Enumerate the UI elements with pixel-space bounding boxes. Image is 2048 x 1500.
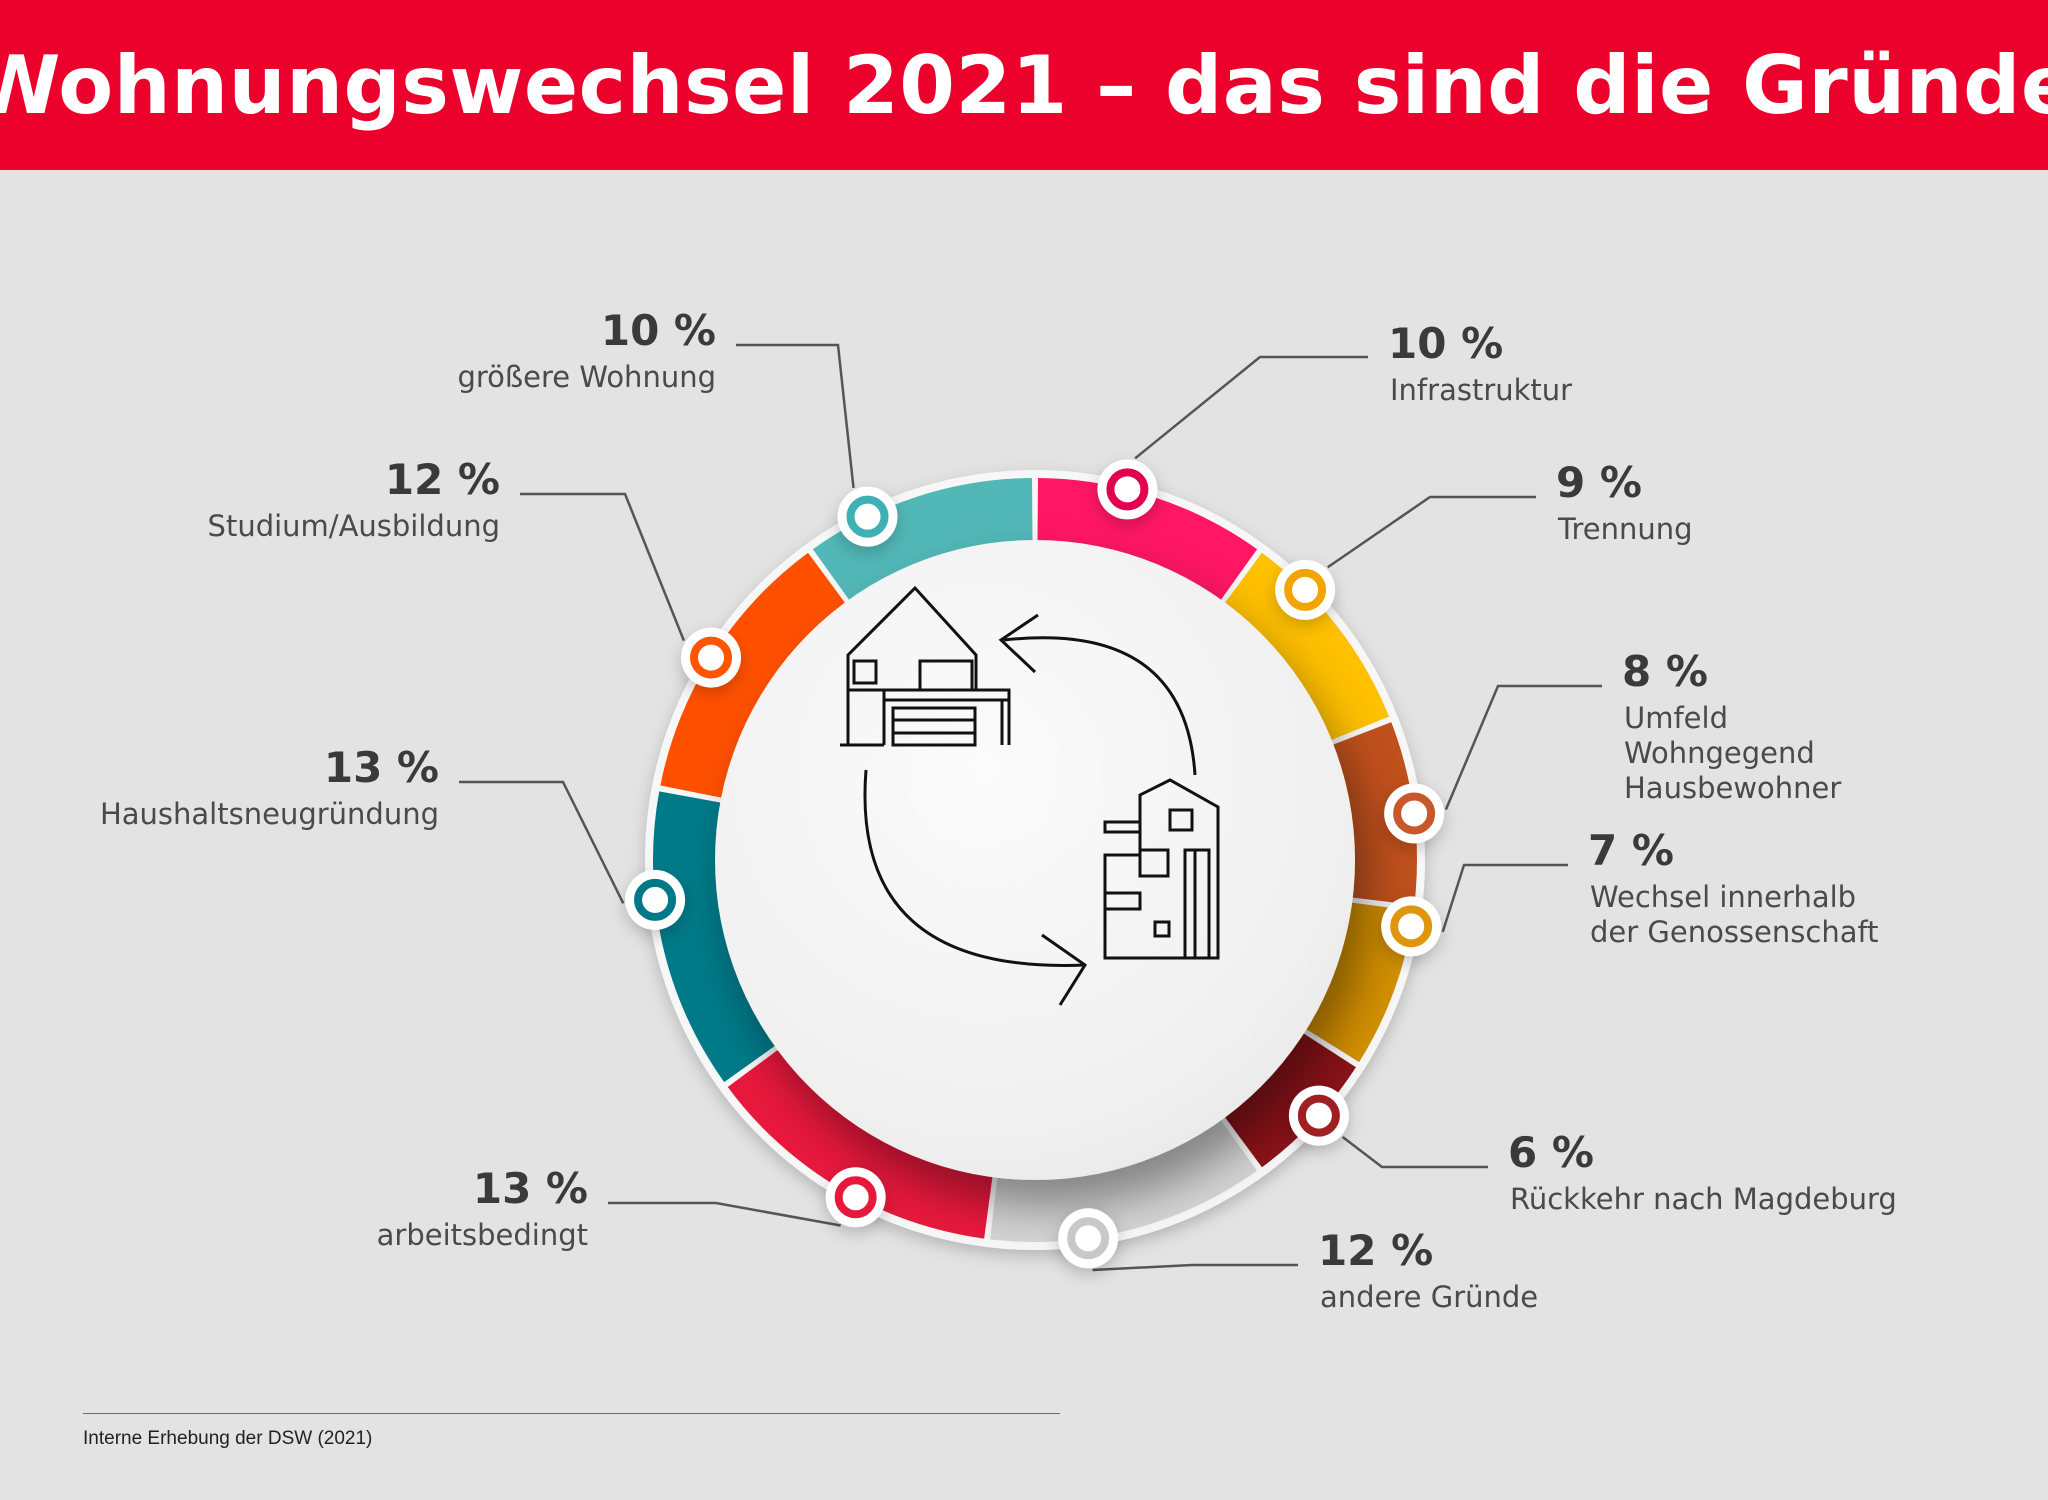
value-label-7: 13 %: [324, 743, 439, 792]
source-note: Interne Erhebung der DSW (2021): [83, 1428, 373, 1449]
leader-line-5: [1092, 1263, 1298, 1272]
center-disc: [715, 540, 1355, 1180]
category-label-6-0: arbeitsbedingt: [377, 1218, 588, 1252]
slice-2: [1331, 722, 1417, 905]
marker-ring-1: [1284, 568, 1327, 611]
value-label-8: 12 %: [385, 455, 500, 504]
marker-9: [837, 486, 898, 547]
marker-ring-8: [690, 636, 733, 679]
value-label-6: 13 %: [473, 1164, 588, 1213]
donut-segments: [653, 478, 1417, 1242]
value-label-0: 10 %: [1388, 319, 1503, 368]
category-label-0-0: Infrastruktur: [1390, 373, 1572, 407]
category-label-3-0: Wechsel innerhalb: [1590, 880, 1856, 914]
marker-ring-2: [1393, 792, 1436, 835]
category-label-3-1: der Genossenschaft: [1590, 915, 1879, 949]
leader-line-7: [459, 780, 625, 904]
marker-2: [1384, 783, 1445, 844]
callouts: 10 % Infrastruktur 9 % Trennung 8 % UmfeldWoh…: [100, 306, 1897, 1314]
marker-0: [1097, 459, 1158, 520]
value-label-1: 9 %: [1556, 458, 1642, 507]
category-label-8-0: Studium/Ausbildung: [208, 509, 500, 543]
category-label-1-0: Trennung: [1557, 512, 1693, 546]
marker-7: [625, 869, 686, 930]
leader-line-8: [520, 492, 686, 642]
slice-1: [1223, 552, 1390, 741]
marker-ring-3: [1390, 905, 1433, 948]
marker-ring-6: [834, 1176, 877, 1219]
category-label-5-0: andere Gründe: [1320, 1280, 1538, 1314]
slice-9: [812, 478, 1033, 602]
marker-ring-7: [634, 878, 677, 921]
leader-line-9: [736, 343, 855, 489]
slice-4: [1223, 1032, 1356, 1168]
slice-7: [653, 791, 777, 1083]
slice-5: [990, 1118, 1258, 1242]
category-label-2-0: Umfeld: [1624, 701, 1728, 735]
category-label-4-0: Rückkehr nach Magdeburg: [1510, 1182, 1897, 1216]
value-label-4: 6 %: [1508, 1128, 1594, 1177]
leader-line-2: [1444, 684, 1602, 811]
slice-8: [660, 552, 847, 798]
marker-ring-0: [1106, 468, 1149, 511]
value-label-9: 10 %: [601, 306, 716, 355]
moving-houses-icon: [840, 585, 1220, 1006]
marker-ring-5: [1067, 1217, 1110, 1260]
leader-line-4: [1341, 1136, 1488, 1169]
marker-ring-4: [1297, 1094, 1340, 1137]
category-label-9-0: größere Wohnung: [457, 360, 716, 394]
value-label-2: 8 %: [1622, 647, 1708, 696]
leader-line-1: [1327, 495, 1536, 569]
marker-ring-9: [846, 495, 889, 538]
leader-line-3: [1441, 863, 1568, 933]
value-label-3: 7 %: [1588, 826, 1674, 875]
category-label-2-2: Hausbewohner: [1624, 771, 1841, 805]
leader-line-6: [608, 1201, 841, 1227]
category-label-2-1: Wohngegend: [1624, 736, 1815, 770]
marker-1: [1275, 559, 1336, 620]
marker-3: [1381, 896, 1442, 957]
marker-8: [681, 627, 742, 688]
value-label-5: 12 %: [1318, 1226, 1433, 1275]
slice-6: [727, 1048, 993, 1239]
source-divider: [83, 1413, 1060, 1414]
page-title: Wohnungswechsel 2021 – das sind die Grün…: [0, 38, 2048, 132]
header-banner: Wohnungswechsel 2021 – das sind die Grün…: [0, 0, 2048, 170]
marker-5: [1058, 1208, 1119, 1269]
leader-line-0: [1134, 355, 1368, 460]
marker-6: [825, 1167, 886, 1228]
category-label-7-0: Haushaltsneugründung: [100, 797, 439, 831]
marker-4: [1288, 1085, 1349, 1146]
slice-0: [1037, 478, 1258, 602]
